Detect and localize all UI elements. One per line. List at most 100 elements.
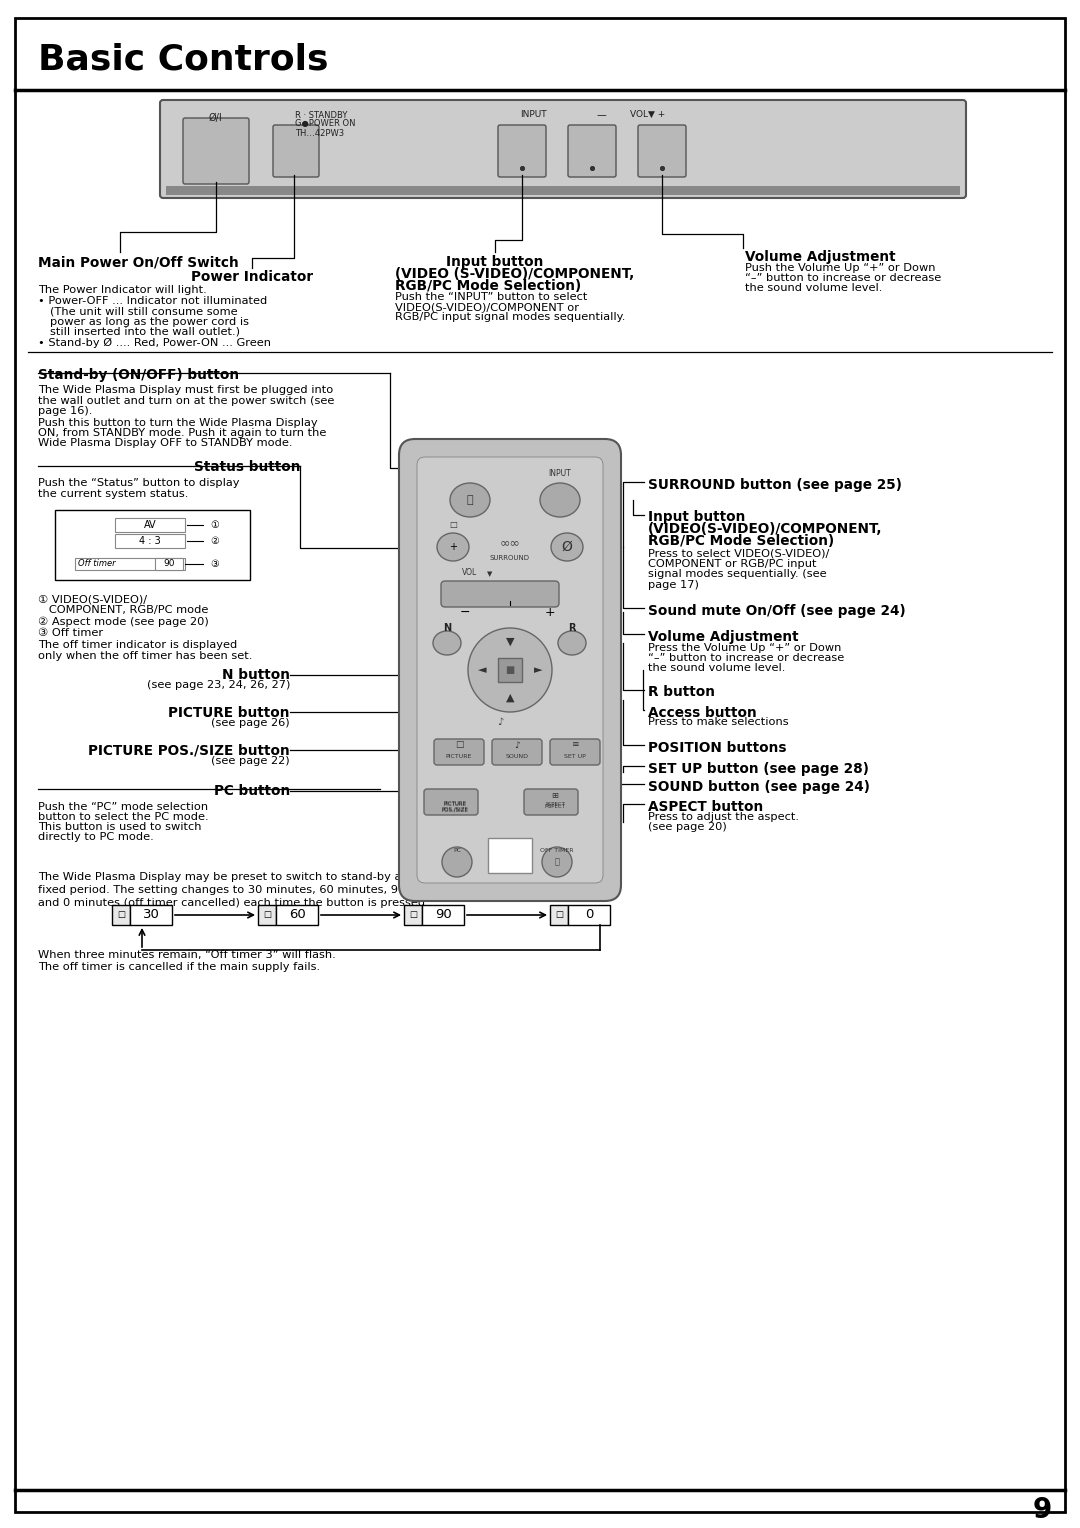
Text: The off timer is cancelled if the main supply fails.: The off timer is cancelled if the main s… — [38, 963, 320, 972]
Text: and 0 minutes (off timer cancelled) each time the button is pressed.: and 0 minutes (off timer cancelled) each… — [38, 898, 429, 908]
Text: R: R — [568, 623, 576, 633]
Text: SURROUND: SURROUND — [490, 555, 530, 561]
FancyBboxPatch shape — [441, 581, 559, 607]
Text: ♪: ♪ — [497, 717, 503, 727]
Text: Basic Controls: Basic Controls — [38, 43, 328, 76]
Text: The Wide Plasma Display may be preset to switch to stand-by after a: The Wide Plasma Display may be preset to… — [38, 872, 432, 882]
Text: VOL▼ +: VOL▼ + — [631, 110, 665, 119]
Text: When three minutes remain, “Off timer 3” will flash.: When three minutes remain, “Off timer 3”… — [38, 950, 336, 960]
Text: button to select the PC mode.: button to select the PC mode. — [38, 811, 208, 822]
Text: SET UP: SET UP — [564, 753, 585, 758]
Text: directly to PC mode.: directly to PC mode. — [38, 833, 153, 842]
Ellipse shape — [551, 533, 583, 561]
Text: PICTURE: PICTURE — [444, 802, 467, 807]
Text: • Power-OFF ... Indicator not illuminated: • Power-OFF ... Indicator not illuminate… — [38, 296, 267, 306]
Text: ⏻: ⏻ — [554, 857, 559, 866]
Text: Press to adjust the aspect.: Press to adjust the aspect. — [648, 811, 799, 822]
Text: PICTURE: PICTURE — [446, 753, 472, 758]
Text: Press to select VIDEO(S-VIDEO)/: Press to select VIDEO(S-VIDEO)/ — [648, 549, 829, 558]
Text: POSITION buttons: POSITION buttons — [648, 741, 786, 755]
Bar — [166, 186, 960, 196]
Text: INPUT: INPUT — [519, 110, 546, 119]
Bar — [488, 837, 532, 872]
Text: Off timer: Off timer — [78, 559, 116, 568]
Text: —: — — [596, 110, 606, 121]
Text: This button is used to switch: This button is used to switch — [38, 822, 202, 833]
Text: the wall outlet and turn on at the power switch (see: the wall outlet and turn on at the power… — [38, 396, 335, 406]
Text: ☐: ☐ — [262, 911, 271, 920]
Text: ②: ② — [210, 536, 219, 545]
Text: ♪: ♪ — [514, 741, 519, 750]
Text: □: □ — [455, 741, 463, 750]
Text: +: + — [544, 605, 555, 619]
Text: Volume Adjustment: Volume Adjustment — [745, 251, 895, 264]
Text: ② Aspect mode (see page 20): ② Aspect mode (see page 20) — [38, 617, 208, 628]
Text: ⊞: ⊞ — [552, 790, 558, 799]
Text: 0: 0 — [584, 909, 593, 921]
Bar — [55, 510, 249, 581]
Text: Push the Volume Up “+” or Down: Push the Volume Up “+” or Down — [745, 263, 935, 274]
Text: ☐: ☐ — [409, 911, 417, 920]
Text: The Wide Plasma Display must first be plugged into: The Wide Plasma Display must first be pl… — [38, 385, 334, 396]
Text: “–” button to increase or decrease: “–” button to increase or decrease — [648, 652, 845, 663]
Text: ▼: ▼ — [505, 637, 514, 646]
Text: still inserted into the wall outlet.): still inserted into the wall outlet.) — [50, 327, 240, 338]
Text: the sound volume level.: the sound volume level. — [648, 663, 785, 672]
Text: (see page 20): (see page 20) — [648, 822, 727, 833]
Text: The Power Indicator will light.: The Power Indicator will light. — [38, 286, 206, 295]
Text: Status button: Status button — [193, 460, 300, 474]
Text: RGB/PC Mode Selection): RGB/PC Mode Selection) — [395, 280, 581, 293]
Text: (see page 26): (see page 26) — [212, 718, 291, 727]
Text: ASPECT button: ASPECT button — [648, 801, 764, 814]
Bar — [498, 659, 522, 681]
Text: SOUND: SOUND — [505, 753, 528, 758]
Ellipse shape — [558, 631, 586, 656]
Text: TH…42PW3: TH…42PW3 — [295, 128, 345, 138]
Text: COMPONENT, RGB/PC mode: COMPONENT, RGB/PC mode — [38, 605, 208, 614]
Text: RGB/PC input signal modes sequentially.: RGB/PC input signal modes sequentially. — [395, 312, 625, 322]
Text: 90: 90 — [163, 559, 175, 568]
Text: PICTURE
POS./SIZE: PICTURE POS./SIZE — [442, 801, 469, 811]
FancyBboxPatch shape — [160, 99, 966, 199]
Text: COMPONENT or RGB/PC input: COMPONENT or RGB/PC input — [648, 559, 816, 568]
FancyBboxPatch shape — [638, 125, 686, 177]
Text: Access button: Access button — [648, 706, 757, 720]
Text: only when the off timer has been set.: only when the off timer has been set. — [38, 651, 253, 662]
Text: • Stand-by Ø .... Red, Power-ON ... Green: • Stand-by Ø .... Red, Power-ON ... Gree… — [38, 338, 271, 348]
Bar — [114, 518, 185, 532]
FancyBboxPatch shape — [434, 740, 484, 766]
Text: ☐: ☐ — [555, 911, 563, 920]
Text: (see page 23, 24, 26, 27): (see page 23, 24, 26, 27) — [147, 680, 291, 691]
Text: signal modes sequentially. (see: signal modes sequentially. (see — [648, 568, 826, 579]
Text: ① VIDEO(S-VIDEO)/: ① VIDEO(S-VIDEO)/ — [38, 594, 147, 604]
Ellipse shape — [437, 533, 469, 561]
Text: ON, from STANDBY mode. Push it again to turn the: ON, from STANDBY mode. Push it again to … — [38, 428, 326, 439]
Bar — [404, 905, 422, 924]
Text: page 17): page 17) — [648, 581, 699, 590]
Circle shape — [542, 847, 572, 877]
Text: PC: PC — [453, 848, 461, 854]
Text: Main Power On/Off Switch: Main Power On/Off Switch — [38, 257, 239, 270]
Text: ASPECT: ASPECT — [544, 802, 566, 807]
FancyBboxPatch shape — [498, 125, 546, 177]
Text: OFF TIMER button: OFF TIMER button — [429, 856, 591, 871]
Text: Push the “INPUT” button to select: Push the “INPUT” button to select — [395, 292, 588, 303]
Text: ▲: ▲ — [505, 694, 514, 703]
Text: page 16).: page 16). — [38, 406, 93, 416]
Text: Press the Volume Up “+” or Down: Press the Volume Up “+” or Down — [648, 643, 841, 652]
Bar — [156, 558, 183, 570]
Text: −: − — [460, 605, 470, 619]
Text: +: + — [449, 542, 457, 552]
Bar — [258, 905, 276, 924]
Text: RGB/PC Mode Selection): RGB/PC Mode Selection) — [648, 533, 834, 549]
Bar — [276, 905, 318, 924]
Text: Push this button to turn the Wide Plasma Display: Push this button to turn the Wide Plasma… — [38, 419, 318, 428]
Text: VOL: VOL — [462, 568, 477, 578]
Text: (The unit will still consume some: (The unit will still consume some — [50, 307, 238, 316]
FancyBboxPatch shape — [417, 457, 603, 883]
Bar — [550, 905, 568, 924]
FancyBboxPatch shape — [550, 740, 600, 766]
Text: (VIDEO (S-VIDEO)/COMPONENT,: (VIDEO (S-VIDEO)/COMPONENT, — [395, 267, 634, 281]
Text: 60: 60 — [288, 909, 306, 921]
Text: VIDEO(S-VIDEO)/COMPONENT or: VIDEO(S-VIDEO)/COMPONENT or — [395, 303, 579, 312]
